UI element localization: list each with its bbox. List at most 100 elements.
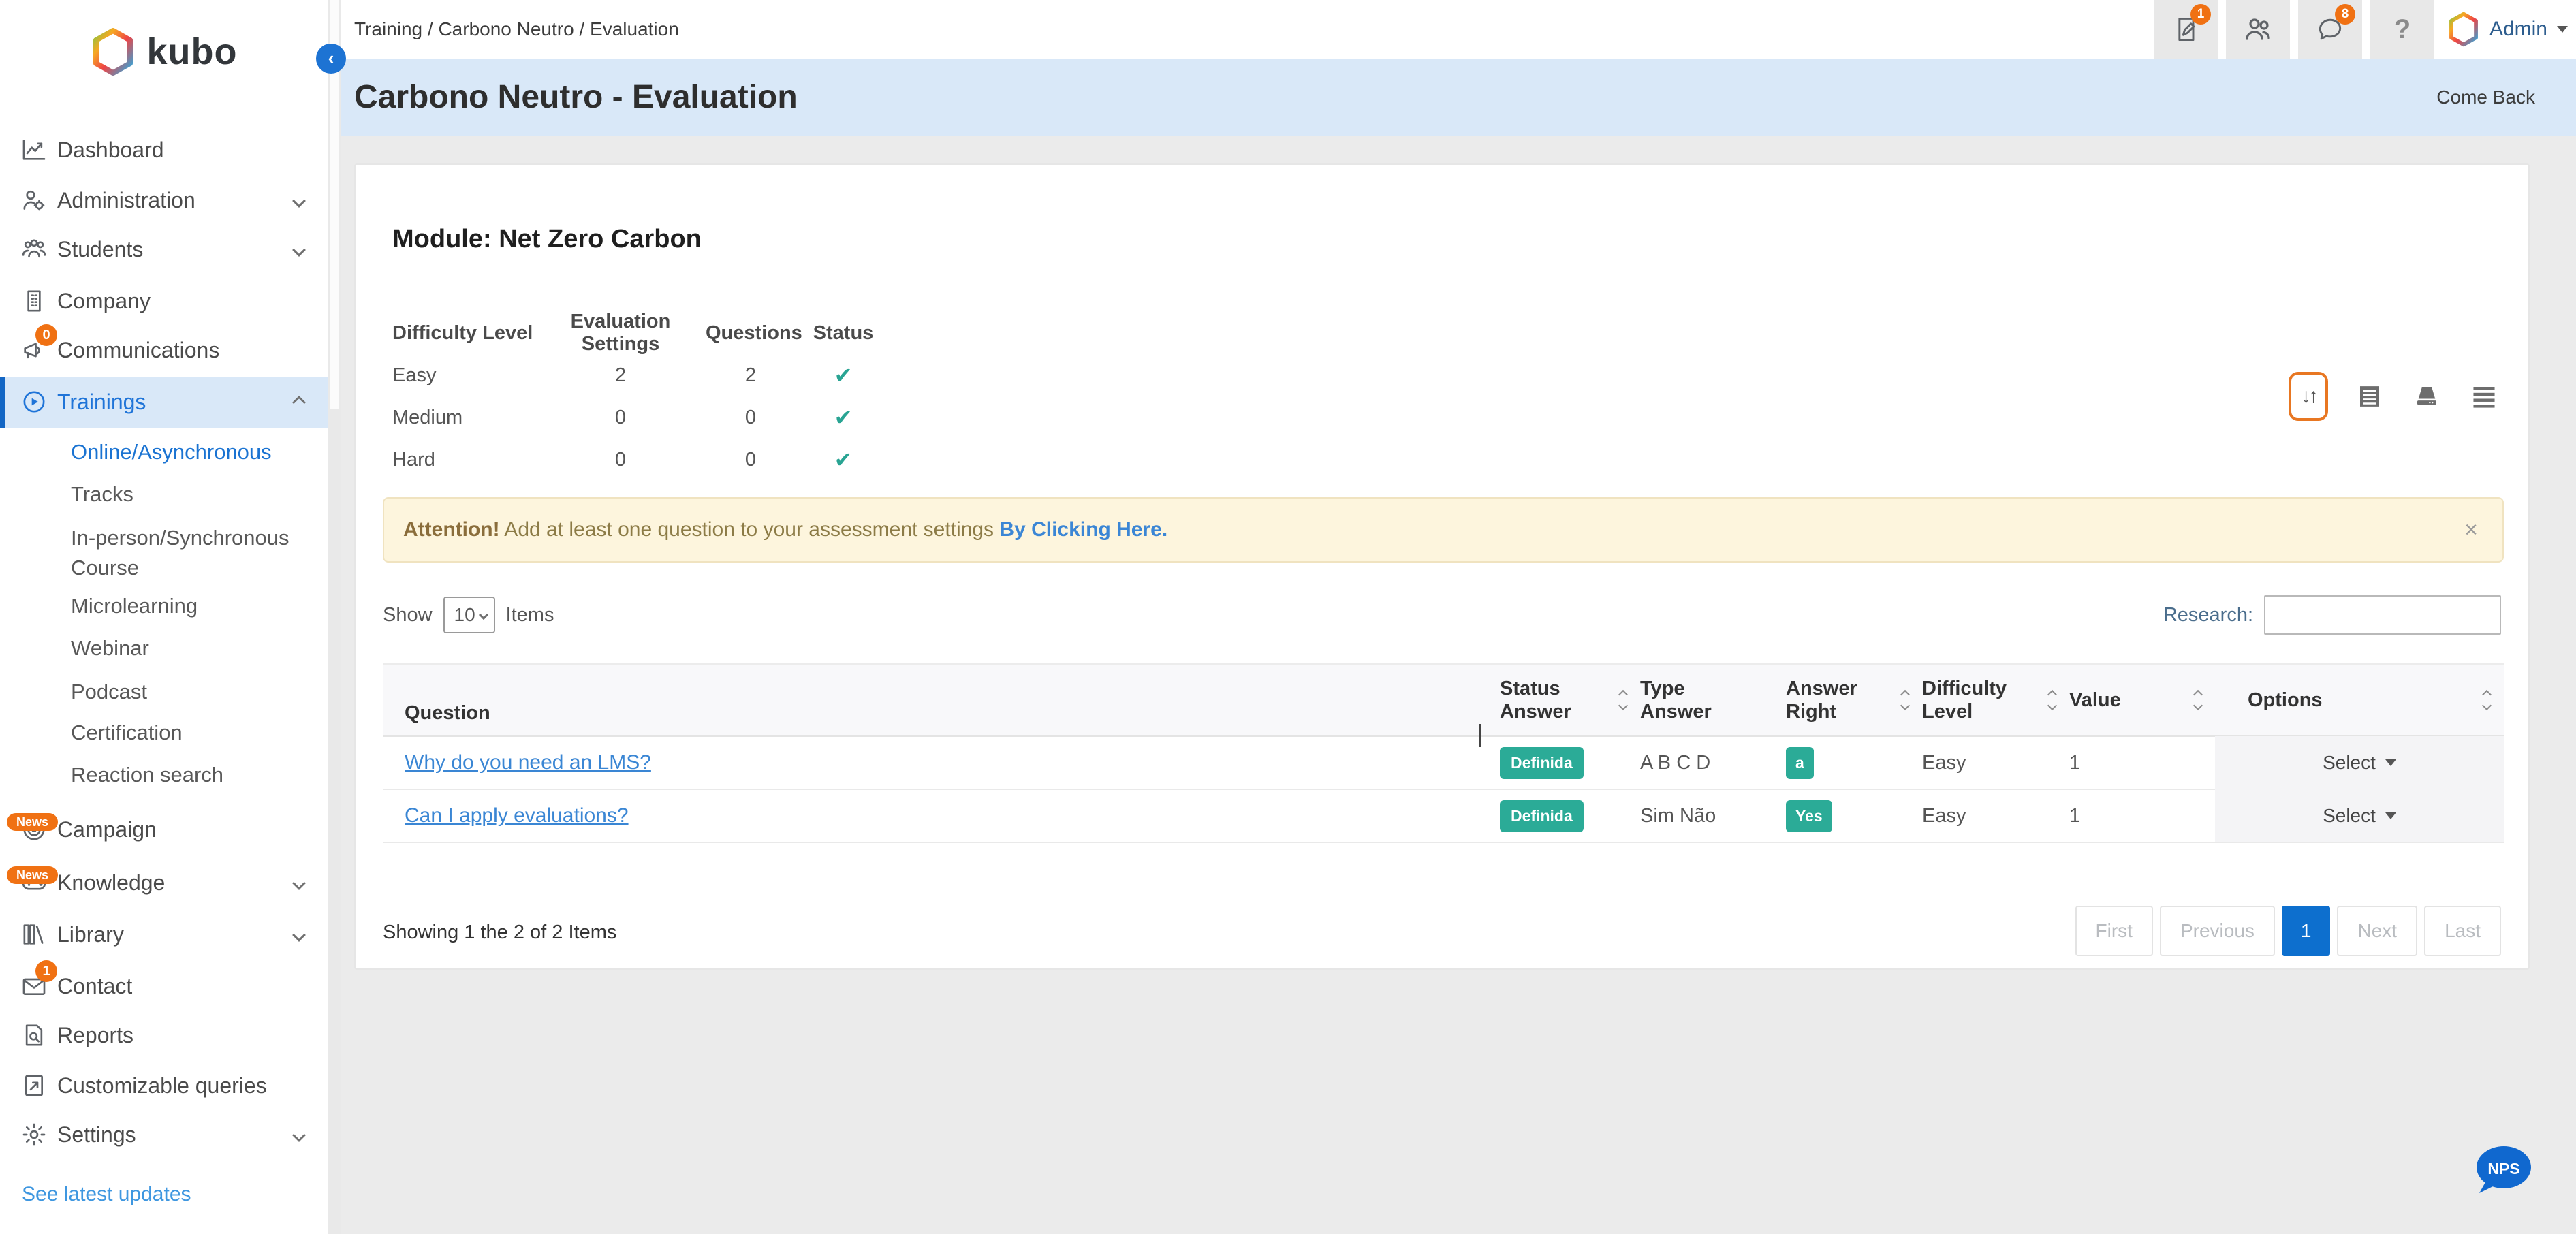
answer-right-badge: Yes — [1786, 800, 1832, 832]
projector-icon — [2417, 387, 2436, 405]
column-status-answer[interactable]: Status Answer — [1500, 677, 1640, 723]
brand-logo[interactable]: kubo — [0, 27, 328, 76]
column-difficulty-level[interactable]: Difficulty Level — [1922, 677, 2069, 723]
assignments-button[interactable]: 1 — [2154, 0, 2218, 59]
help-button[interactable]: ? — [2370, 0, 2434, 59]
sidebar-item-reports[interactable]: Reports — [0, 1012, 328, 1058]
sort-toggle-icon[interactable] — [1900, 689, 1911, 711]
table-summary: Showing 1 the 2 of 2 Items — [383, 921, 617, 943]
status-check-icon: ✔ — [834, 447, 853, 472]
row-options-select-button[interactable]: Select — [2215, 736, 2504, 789]
sidebar-subitem-tracks[interactable]: Tracks — [71, 482, 133, 506]
sidebar-subitem-certification[interactable]: Certification — [71, 721, 183, 744]
questions-table-header: Question Status Answer Type Answer Answe… — [383, 663, 2504, 747]
pagination-next[interactable]: Next — [2337, 906, 2418, 956]
sort-order-button[interactable]: ↓↑ — [2289, 372, 2328, 421]
row-options-select-button[interactable]: Select — [2215, 789, 2504, 842]
by-clicking-here-link[interactable]: By Clicking Here. — [999, 518, 1168, 541]
nps-widget[interactable]: NPS — [2472, 1144, 2532, 1204]
sort-toggle-icon[interactable] — [2481, 689, 2492, 711]
see-latest-updates-link[interactable]: See latest updates — [22, 1183, 191, 1205]
contact-count-badge: 1 — [35, 960, 57, 982]
sidebar-item-library[interactable]: Library — [0, 911, 328, 958]
module-summary-row-hard: Hard 0 0 ✔ — [392, 439, 891, 481]
breadcrumb: Training / Carbono Neutro / Evaluation — [354, 18, 679, 39]
company-building-icon — [27, 290, 41, 312]
chat-button[interactable]: 8 — [2298, 0, 2362, 59]
sidebar-subitem-webinar[interactable]: Webinar — [71, 636, 149, 660]
pagination-previous[interactable]: Previous — [2159, 906, 2275, 956]
pagination-page-1[interactable]: 1 — [2281, 906, 2331, 956]
rows-icon — [2473, 387, 2495, 408]
user-name: Admin — [2489, 18, 2547, 40]
sidebar-item-communications[interactable]: 0 Communications — [0, 324, 328, 373]
column-value[interactable]: Value — [2069, 689, 2215, 712]
sidebar-subitem-microlearning[interactable]: Microlearning — [71, 594, 198, 618]
questions-table: Question Status Answer Type Answer Answe… — [383, 663, 2504, 843]
sidebar-item-dashboard[interactable]: Dashboard — [0, 127, 328, 173]
sidebar-item-administration[interactable]: Administration — [0, 177, 328, 223]
avatar — [2449, 12, 2478, 47]
sidebar-item-campaign[interactable]: Campaign News — [0, 806, 328, 853]
sidebar-scrollbar[interactable] — [328, 0, 341, 1234]
sidebar-item-trainings[interactable]: Trainings — [0, 379, 328, 425]
svg-text:NPS: NPS — [2487, 1160, 2519, 1177]
sidebar-subitem-online-asynchronous[interactable]: Online/Asynchronous — [71, 440, 272, 464]
sort-asc-icon[interactable] — [1479, 724, 1481, 747]
column-question[interactable]: Question — [383, 702, 1500, 747]
sidebar-item-company[interactable]: Company — [0, 278, 328, 324]
column-type-answer[interactable]: Type Answer — [1640, 678, 1712, 723]
sidebar-item-knowledge[interactable]: Knowledge News — [0, 859, 328, 906]
attention-banner: Attention! Add at least one question to … — [383, 497, 2504, 563]
column-answer-right[interactable]: Answer Right — [1786, 677, 1922, 723]
column-options[interactable]: Options — [2215, 689, 2504, 712]
sidebar-item-students[interactable]: Students — [0, 226, 328, 272]
rows-view-button[interactable] — [2470, 383, 2498, 409]
chevron-down-icon — [292, 928, 306, 942]
page-size-select[interactable]: 10 — [443, 597, 495, 633]
status-check-icon: ✔ — [834, 363, 853, 387]
evaluation-card: Module: Net Zero Carbon Difficulty Level… — [354, 163, 2530, 970]
status-badge: Definida — [1500, 746, 1584, 779]
presentation-view-button[interactable] — [2411, 382, 2443, 411]
sort-toggle-icon[interactable] — [2047, 689, 2058, 711]
trainings-play-icon — [23, 391, 45, 413]
sidebar-collapse-button[interactable]: ‹ — [316, 44, 346, 74]
question-link[interactable]: Can I apply evaluations? — [405, 804, 629, 827]
banner-close-icon[interactable]: × — [2464, 517, 2478, 543]
chevron-up-icon — [292, 396, 306, 409]
attention-banner-text: Attention! Add at least one question to … — [403, 518, 1168, 541]
sidebar-subitem-inperson-synchronous[interactable]: In-person/Synchronous Course — [71, 526, 289, 580]
module-summary-header: Difficulty Level Evaluation Settings Que… — [392, 311, 874, 355]
sidebar-item-settings[interactable]: Settings — [0, 1111, 328, 1158]
answer-right-badge: a — [1786, 746, 1814, 779]
dashboard-icon — [22, 140, 46, 160]
pagination-last[interactable]: Last — [2424, 906, 2501, 956]
campaign-news-badge: News — [7, 813, 59, 831]
module-summary-row-medium: Medium 0 0 ✔ — [392, 396, 891, 439]
topbar: Training / Carbono Neutro / Evaluation 1… — [341, 0, 2576, 59]
megaphone-icon — [24, 343, 40, 359]
come-back-link[interactable]: Come Back — [2436, 86, 2535, 108]
sidebar-item-contact[interactable]: 1 Contact — [0, 960, 328, 1009]
users-button[interactable] — [2226, 0, 2290, 59]
user-menu[interactable]: Admin — [2447, 0, 2568, 59]
sort-toggle-icon[interactable] — [2193, 689, 2203, 711]
sort-toggle-icon[interactable] — [1618, 689, 1629, 711]
contact-envelope-icon — [22, 978, 46, 995]
pagination-first[interactable]: First — [2075, 906, 2153, 956]
sidebar-item-customizable-queries[interactable]: Customizable queries — [0, 1062, 328, 1109]
list-view-button[interactable] — [2355, 382, 2384, 411]
sidebar-subitem-reaction-search[interactable]: Reaction search — [71, 763, 224, 787]
pagination: First Previous 1 Next Last — [2075, 906, 2501, 956]
question-link[interactable]: Why do you need an LMS? — [405, 751, 651, 774]
gear-icon — [22, 1123, 46, 1146]
reports-icon — [25, 1024, 43, 1046]
sidebar-subitem-podcast[interactable]: Podcast — [71, 680, 148, 703]
research-input[interactable] — [2264, 595, 2501, 635]
select-caret-icon — [2385, 812, 2396, 819]
customizable-queries-icon — [25, 1075, 43, 1096]
chat-bubble-icon — [2319, 18, 2342, 40]
admin-user-gear-icon — [23, 190, 45, 211]
sidebar-scrollbar-thumb[interactable] — [330, 0, 339, 409]
